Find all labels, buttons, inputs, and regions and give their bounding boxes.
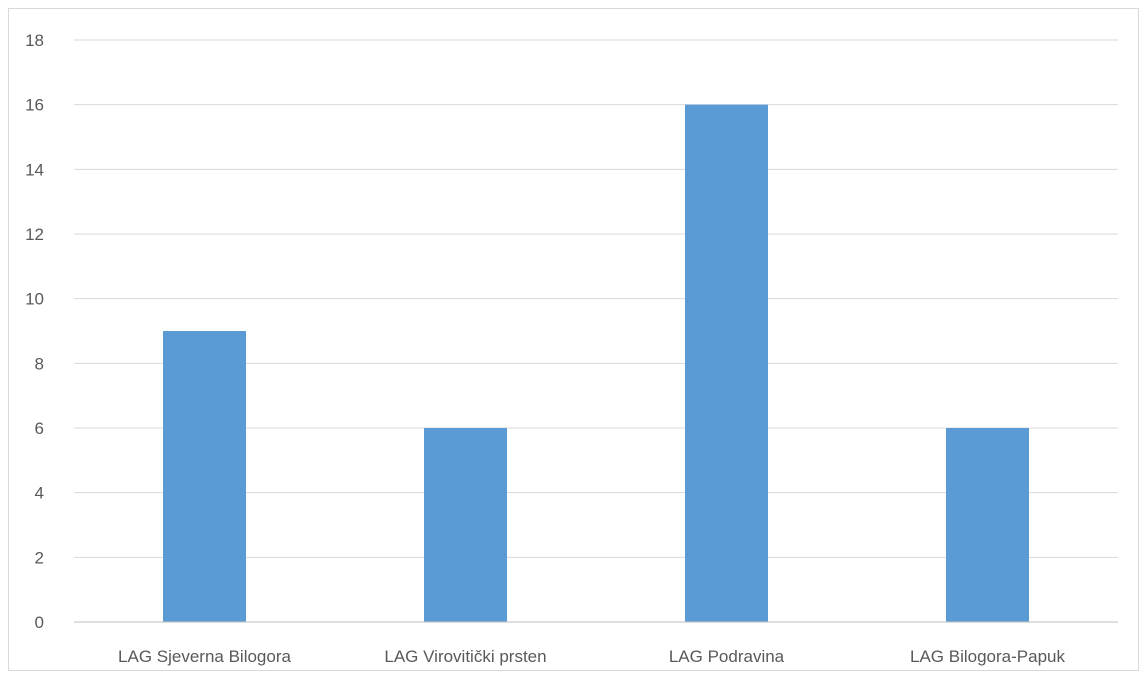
y-tick-label: 4 bbox=[35, 484, 44, 503]
y-tick-label: 0 bbox=[35, 613, 44, 632]
bar bbox=[946, 428, 1029, 622]
bars bbox=[163, 104, 1029, 622]
bar bbox=[685, 104, 768, 622]
y-tick-label: 6 bbox=[35, 419, 44, 438]
bar bbox=[424, 428, 507, 622]
x-tick-label: LAG Bilogora-Papuk bbox=[910, 647, 1065, 666]
x-tick-label: LAG Sjeverna Bilogora bbox=[118, 647, 291, 666]
y-tick-label: 8 bbox=[35, 354, 44, 373]
x-tick-label: LAG Podravina bbox=[669, 647, 785, 666]
x-tick-label: LAG Virovitički prsten bbox=[384, 647, 546, 666]
bar bbox=[163, 331, 246, 622]
y-tick-label: 10 bbox=[25, 290, 44, 309]
y-tick-label: 16 bbox=[25, 96, 44, 115]
y-tick-label: 18 bbox=[25, 31, 44, 50]
gridlines bbox=[74, 39, 1118, 558]
y-tick-labels: 0 2 4 6 8 10 12 14 16 18 bbox=[25, 31, 44, 632]
x-tick-labels: LAG Sjeverna Bilogora LAG Virovitički prs… bbox=[118, 647, 1065, 666]
y-tick-label: 12 bbox=[25, 225, 44, 244]
y-tick-label: 2 bbox=[35, 548, 44, 567]
y-tick-label: 14 bbox=[25, 160, 44, 179]
